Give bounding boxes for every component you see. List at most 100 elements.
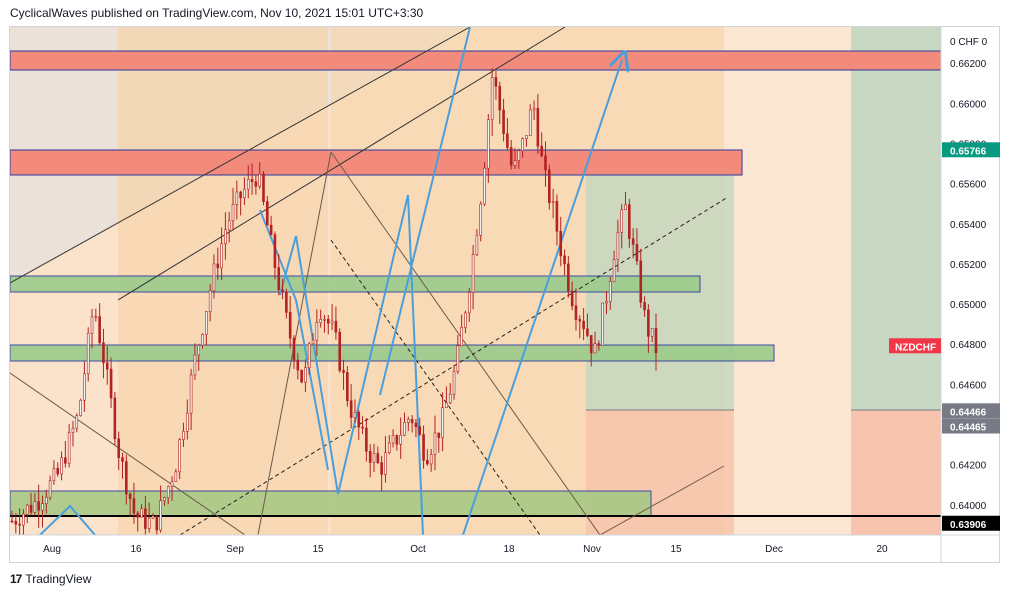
candle-body [361,426,364,429]
candle-body [323,318,326,321]
candle-body [300,369,303,383]
price-label: 0.64465 [942,418,1000,434]
footer-brand[interactable]: TradingView [25,572,92,586]
candle [307,341,311,375]
candle [166,485,170,505]
candle [498,81,502,125]
candle-body [399,434,402,445]
candle [605,291,608,315]
candle [445,386,448,409]
candle [372,443,376,472]
channel-upper-line [10,27,471,284]
dashed-trend-up [179,196,729,535]
candle-body [509,147,513,166]
candle-body [98,316,101,344]
candle-body [288,312,292,339]
candle [410,415,414,433]
candle [338,328,342,373]
candle-body [586,328,589,336]
candle [67,424,71,468]
candle-body [426,460,429,465]
candle-body [132,498,136,514]
candle-body [56,467,60,475]
candle-body [635,244,639,262]
plot-area [10,27,941,535]
candle-body [601,302,604,346]
candle [422,425,425,469]
candle-body [292,337,296,361]
candle [399,417,402,459]
candle-body [494,77,498,87]
candle [628,198,631,248]
candle-body [205,311,208,335]
wave-path-main [279,194,424,535]
candle [132,482,136,524]
candle-body [151,515,155,519]
candle-body [418,426,422,435]
candle-body [346,372,349,402]
candle [490,68,494,136]
candle [536,94,540,154]
time-axis[interactable]: Aug 16 Sep 15 Oct 18 Nov 15 Dec 20 [43,544,888,555]
candle-body [285,291,288,313]
candle [357,409,361,440]
candle [608,276,612,310]
candle-body [567,263,570,292]
candle-body [246,179,250,190]
candle-body [311,339,315,345]
candle [254,175,258,195]
candle [475,228,479,257]
time-tick: 16 [130,544,142,555]
candle-body [372,453,376,463]
candle-body [83,373,86,401]
candle-body [102,342,105,364]
candle-body [315,322,319,341]
candle-body [441,407,444,438]
candle [178,437,181,480]
candle [147,502,151,533]
time-tick: 20 [876,544,888,555]
candle [460,314,463,347]
candle [464,310,467,334]
candle [216,247,220,280]
price-axis[interactable]: 0 CHF 0 0.662000.660000.658000.656000.65… [950,37,988,512]
candle [277,254,281,296]
candle-body [391,435,395,444]
candle-body [349,400,353,418]
candle-body [79,399,82,417]
candle-body [384,452,387,475]
candle-body [521,138,524,151]
candle-body [540,145,543,157]
tradingview-logo-icon[interactable]: 17 [10,572,22,586]
price-tick: 0.65400 [950,220,987,231]
candle [540,132,543,158]
dashed-trend-down [330,239,541,535]
wave-path-projection [462,60,622,535]
candle [315,309,319,356]
support-zone-1 [10,275,701,293]
candle [262,171,265,206]
candle-body [643,302,646,311]
time-tick: Dec [765,544,783,555]
candle [513,148,517,169]
candle-body [296,359,300,371]
candle-body [140,508,143,518]
candle-body [113,397,117,440]
candle-body [185,412,189,432]
candle-body [243,188,246,199]
candle [395,434,399,451]
candle [14,513,18,534]
candle [285,288,288,319]
candle-body [650,328,654,337]
candle-body [582,320,585,330]
candle-body [342,370,345,373]
candle [342,359,345,390]
candle-body [502,109,505,135]
candle-body [532,108,536,111]
candle-body [593,343,597,354]
candle-body [639,260,643,303]
candle [94,308,98,322]
candle [414,419,418,438]
candle-body [471,254,475,293]
